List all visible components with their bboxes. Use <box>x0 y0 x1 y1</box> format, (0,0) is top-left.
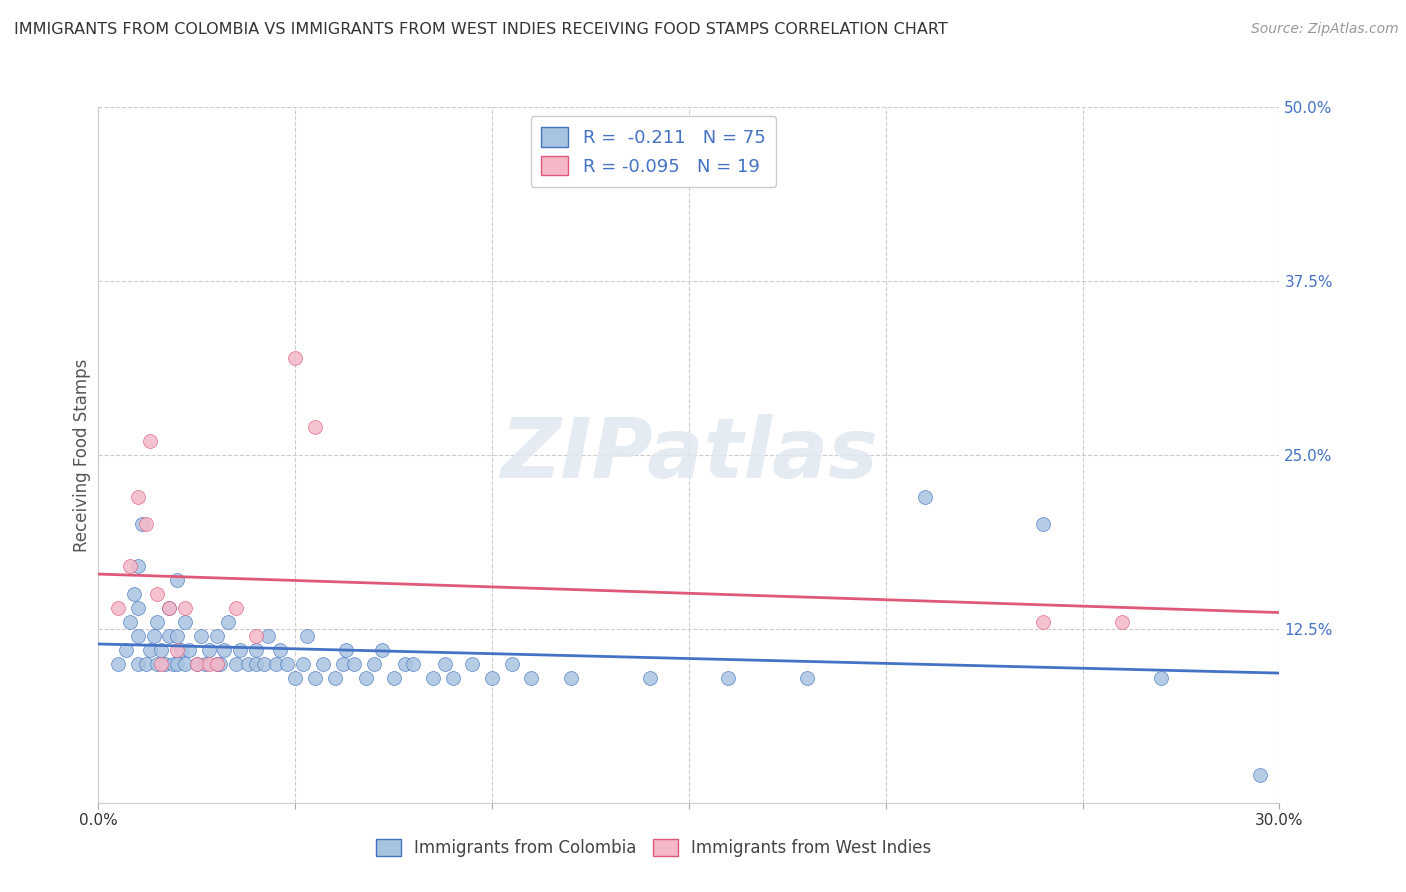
Point <box>166 573 188 587</box>
Point <box>166 642 188 657</box>
Point <box>402 657 425 671</box>
Point <box>177 642 200 657</box>
Point <box>170 642 193 657</box>
Point <box>1249 768 1271 782</box>
Point <box>127 629 149 643</box>
Point <box>155 657 177 671</box>
Point <box>127 559 149 574</box>
Point <box>174 657 197 671</box>
Point <box>501 657 523 671</box>
Point <box>304 420 326 434</box>
Point <box>186 657 208 671</box>
Text: Source: ZipAtlas.com: Source: ZipAtlas.com <box>1251 22 1399 37</box>
Point <box>292 657 315 671</box>
Point <box>122 587 145 601</box>
Point <box>284 351 307 365</box>
Point <box>1150 671 1173 685</box>
Point <box>135 657 157 671</box>
Point <box>118 559 141 574</box>
Point <box>146 657 169 671</box>
Point <box>225 657 247 671</box>
Point <box>166 629 188 643</box>
Point <box>150 642 173 657</box>
Point <box>245 629 267 643</box>
Point <box>115 642 138 657</box>
Point <box>157 601 180 615</box>
Point <box>304 671 326 685</box>
Point <box>1032 517 1054 532</box>
Point <box>157 601 180 615</box>
Point <box>256 629 278 643</box>
Point <box>638 671 661 685</box>
Point <box>146 615 169 629</box>
Point <box>245 642 267 657</box>
Point <box>1111 615 1133 629</box>
Point <box>166 657 188 671</box>
Point <box>433 657 456 671</box>
Point <box>284 671 307 685</box>
Point <box>481 671 503 685</box>
Point <box>394 657 416 671</box>
Point <box>229 642 252 657</box>
Point <box>276 657 298 671</box>
Point <box>363 657 385 671</box>
Point <box>264 657 287 671</box>
Point <box>295 629 318 643</box>
Point <box>371 642 394 657</box>
Point <box>214 642 236 657</box>
Point <box>107 601 129 615</box>
Point <box>332 657 354 671</box>
Text: ZIPatlas: ZIPatlas <box>501 415 877 495</box>
Point <box>146 587 169 601</box>
Text: IMMIGRANTS FROM COLOMBIA VS IMMIGRANTS FROM WEST INDIES RECEIVING FOOD STAMPS CO: IMMIGRANTS FROM COLOMBIA VS IMMIGRANTS F… <box>14 22 948 37</box>
Point <box>312 657 335 671</box>
Point <box>138 642 160 657</box>
Point <box>131 517 153 532</box>
Point <box>269 642 291 657</box>
Point <box>135 517 157 532</box>
Point <box>205 657 228 671</box>
Point <box>520 671 543 685</box>
Point <box>174 615 197 629</box>
Legend: Immigrants from Colombia, Immigrants from West Indies: Immigrants from Colombia, Immigrants fro… <box>368 832 938 864</box>
Point <box>717 671 740 685</box>
Y-axis label: Receiving Food Stamps: Receiving Food Stamps <box>73 359 91 551</box>
Point <box>382 671 405 685</box>
Point <box>197 657 219 671</box>
Point <box>335 642 357 657</box>
Point <box>323 671 346 685</box>
Point <box>205 629 228 643</box>
Point <box>118 615 141 629</box>
Point <box>174 601 197 615</box>
Point <box>205 657 228 671</box>
Point <box>162 657 184 671</box>
Point <box>343 657 366 671</box>
Point <box>253 657 276 671</box>
Point <box>186 657 208 671</box>
Point <box>225 601 247 615</box>
Point <box>217 615 239 629</box>
Point <box>127 601 149 615</box>
Point <box>127 657 149 671</box>
Point <box>197 642 219 657</box>
Point <box>560 671 582 685</box>
Point <box>461 657 484 671</box>
Point <box>150 657 173 671</box>
Point <box>194 657 217 671</box>
Point <box>1032 615 1054 629</box>
Point <box>245 657 267 671</box>
Point <box>127 490 149 504</box>
Point <box>190 629 212 643</box>
Point <box>157 629 180 643</box>
Point <box>914 490 936 504</box>
Point <box>209 657 232 671</box>
Point <box>138 434 160 448</box>
Point <box>422 671 444 685</box>
Point <box>142 629 165 643</box>
Point <box>107 657 129 671</box>
Point <box>796 671 818 685</box>
Point <box>354 671 377 685</box>
Point <box>236 657 259 671</box>
Point <box>441 671 464 685</box>
